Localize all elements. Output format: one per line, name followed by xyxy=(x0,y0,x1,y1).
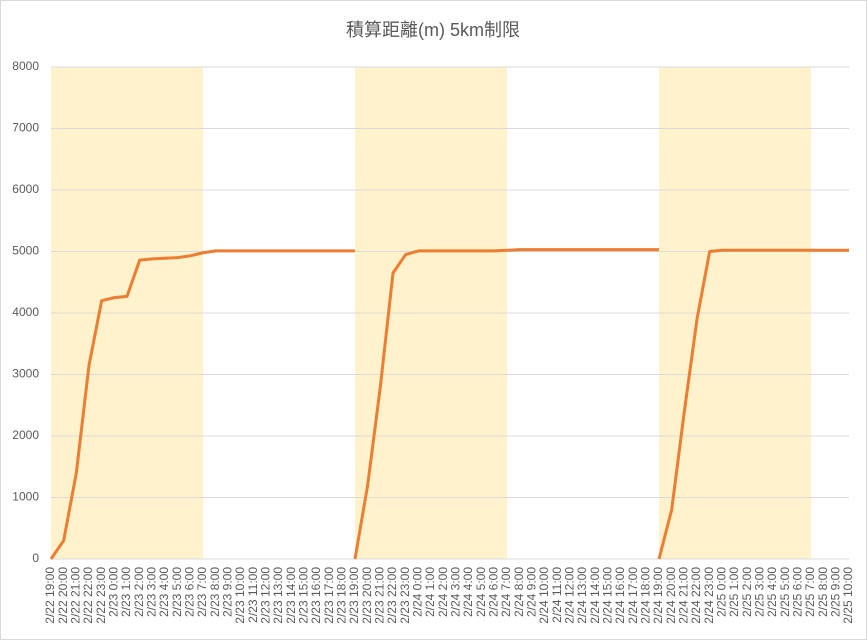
x-tick-label: 2/25 9:00 xyxy=(829,567,843,617)
x-tick-label: 2/23 8:00 xyxy=(208,567,222,617)
x-tick-label: 2/22 21:00 xyxy=(69,567,83,624)
x-tick-label: 2/25 6:00 xyxy=(791,567,805,617)
x-tick-label: 2/24 11:00 xyxy=(550,567,564,623)
y-tick-label: 0 xyxy=(32,551,39,565)
y-tick-label: 6000 xyxy=(12,182,39,196)
x-tick-label: 2/24 8:00 xyxy=(512,567,526,617)
x-tick-label: 2/24 18:00 xyxy=(639,567,653,624)
x-tick-label: 2/22 23:00 xyxy=(94,567,108,624)
x-tick-label: 2/22 19:00 xyxy=(43,567,57,624)
x-tick-label: 2/25 8:00 xyxy=(816,567,830,617)
x-tick-label: 2/23 1:00 xyxy=(119,567,133,617)
x-tick-label: 2/24 7:00 xyxy=(499,567,513,617)
y-tick-label: 4000 xyxy=(12,305,39,319)
x-tick-label: 2/25 3:00 xyxy=(753,567,767,617)
x-tick-label: 2/23 15:00 xyxy=(297,567,311,624)
x-tick-label: 2/23 6:00 xyxy=(183,567,197,617)
x-tick-label: 2/24 12:00 xyxy=(563,567,577,624)
x-tick-label: 2/24 23:00 xyxy=(702,567,716,624)
x-tick-label: 2/24 2:00 xyxy=(436,567,450,617)
x-tick-label: 2/23 14:00 xyxy=(284,567,298,624)
x-tick-label: 2/23 7:00 xyxy=(195,567,209,617)
x-tick-label: 2/24 1:00 xyxy=(423,567,437,617)
y-tick-label: 7000 xyxy=(12,121,39,135)
x-tick-label: 2/25 5:00 xyxy=(778,567,792,617)
x-tick-label: 2/23 17:00 xyxy=(322,567,336,624)
x-tick-label: 2/23 13:00 xyxy=(271,567,285,624)
x-tick-label: 2/22 20:00 xyxy=(56,567,70,624)
x-tick-label: 2/23 9:00 xyxy=(221,567,235,617)
data-line xyxy=(49,249,355,560)
x-tick-label: 2/24 15:00 xyxy=(601,567,615,624)
x-tick-label: 2/23 0:00 xyxy=(107,567,121,617)
x-tick-label: 2/24 4:00 xyxy=(461,567,475,617)
x-tick-label: 2/24 13:00 xyxy=(575,567,589,624)
x-tick-label: 2/24 16:00 xyxy=(613,567,627,624)
x-tick-label: 2/25 0:00 xyxy=(715,567,729,617)
x-tick-label: 2/25 4:00 xyxy=(765,567,779,617)
x-tick-label: 2/24 22:00 xyxy=(689,567,703,624)
x-tick-label: 2/23 11:00 xyxy=(246,567,260,623)
x-tick-label: 2/25 7:00 xyxy=(803,567,817,617)
x-tick-label: 2/24 5:00 xyxy=(474,567,488,617)
y-tick-label: 2000 xyxy=(12,428,39,442)
x-tick-label: 2/23 18:00 xyxy=(335,567,349,624)
x-tick-label: 2/23 12:00 xyxy=(259,567,273,624)
x-tick-label: 2/24 21:00 xyxy=(677,567,691,624)
x-tick-label: 2/23 16:00 xyxy=(309,567,323,624)
x-tick-label: 2/24 9:00 xyxy=(525,567,539,617)
data-line xyxy=(657,248,849,560)
x-tick-label: 2/23 21:00 xyxy=(373,567,387,624)
chart-title: 積算距離(m) 5km制限 xyxy=(346,20,520,40)
x-tick-label: 2/23 19:00 xyxy=(347,567,361,624)
x-tick-label: 2/23 5:00 xyxy=(170,567,184,617)
x-tick-label: 2/25 10:00 xyxy=(841,567,855,624)
x-tick-label: 2/23 2:00 xyxy=(132,567,146,617)
x-tick-label: 2/24 6:00 xyxy=(487,567,501,617)
x-tick-label: 2/24 17:00 xyxy=(626,567,640,624)
x-tick-label: 2/24 3:00 xyxy=(449,567,463,617)
x-tick-label: 2/24 14:00 xyxy=(588,567,602,624)
y-tick-label: 3000 xyxy=(12,367,39,381)
y-tick-label: 5000 xyxy=(12,244,39,258)
x-tick-label: 2/23 23:00 xyxy=(398,567,412,624)
x-tick-label: 2/23 20:00 xyxy=(360,567,374,624)
x-tick-label: 2/22 22:00 xyxy=(81,567,95,624)
y-tick-label: 1000 xyxy=(12,490,39,504)
x-tick-label: 2/24 19:00 xyxy=(651,567,665,624)
x-tick-label: 2/25 1:00 xyxy=(727,567,741,617)
data-line xyxy=(353,248,659,560)
x-tick-label: 2/24 0:00 xyxy=(411,567,425,617)
x-tick-label: 2/23 3:00 xyxy=(145,567,159,617)
x-tick-label: 2/24 20:00 xyxy=(664,567,678,624)
x-tick-label: 2/23 10:00 xyxy=(233,567,247,624)
x-tick-label: 2/23 4:00 xyxy=(157,567,171,617)
x-tick-label: 2/23 22:00 xyxy=(385,567,399,624)
x-tick-label: 2/25 2:00 xyxy=(740,567,754,617)
y-tick-label: 8000 xyxy=(12,59,39,73)
x-tick-label: 2/24 10:00 xyxy=(537,567,551,624)
